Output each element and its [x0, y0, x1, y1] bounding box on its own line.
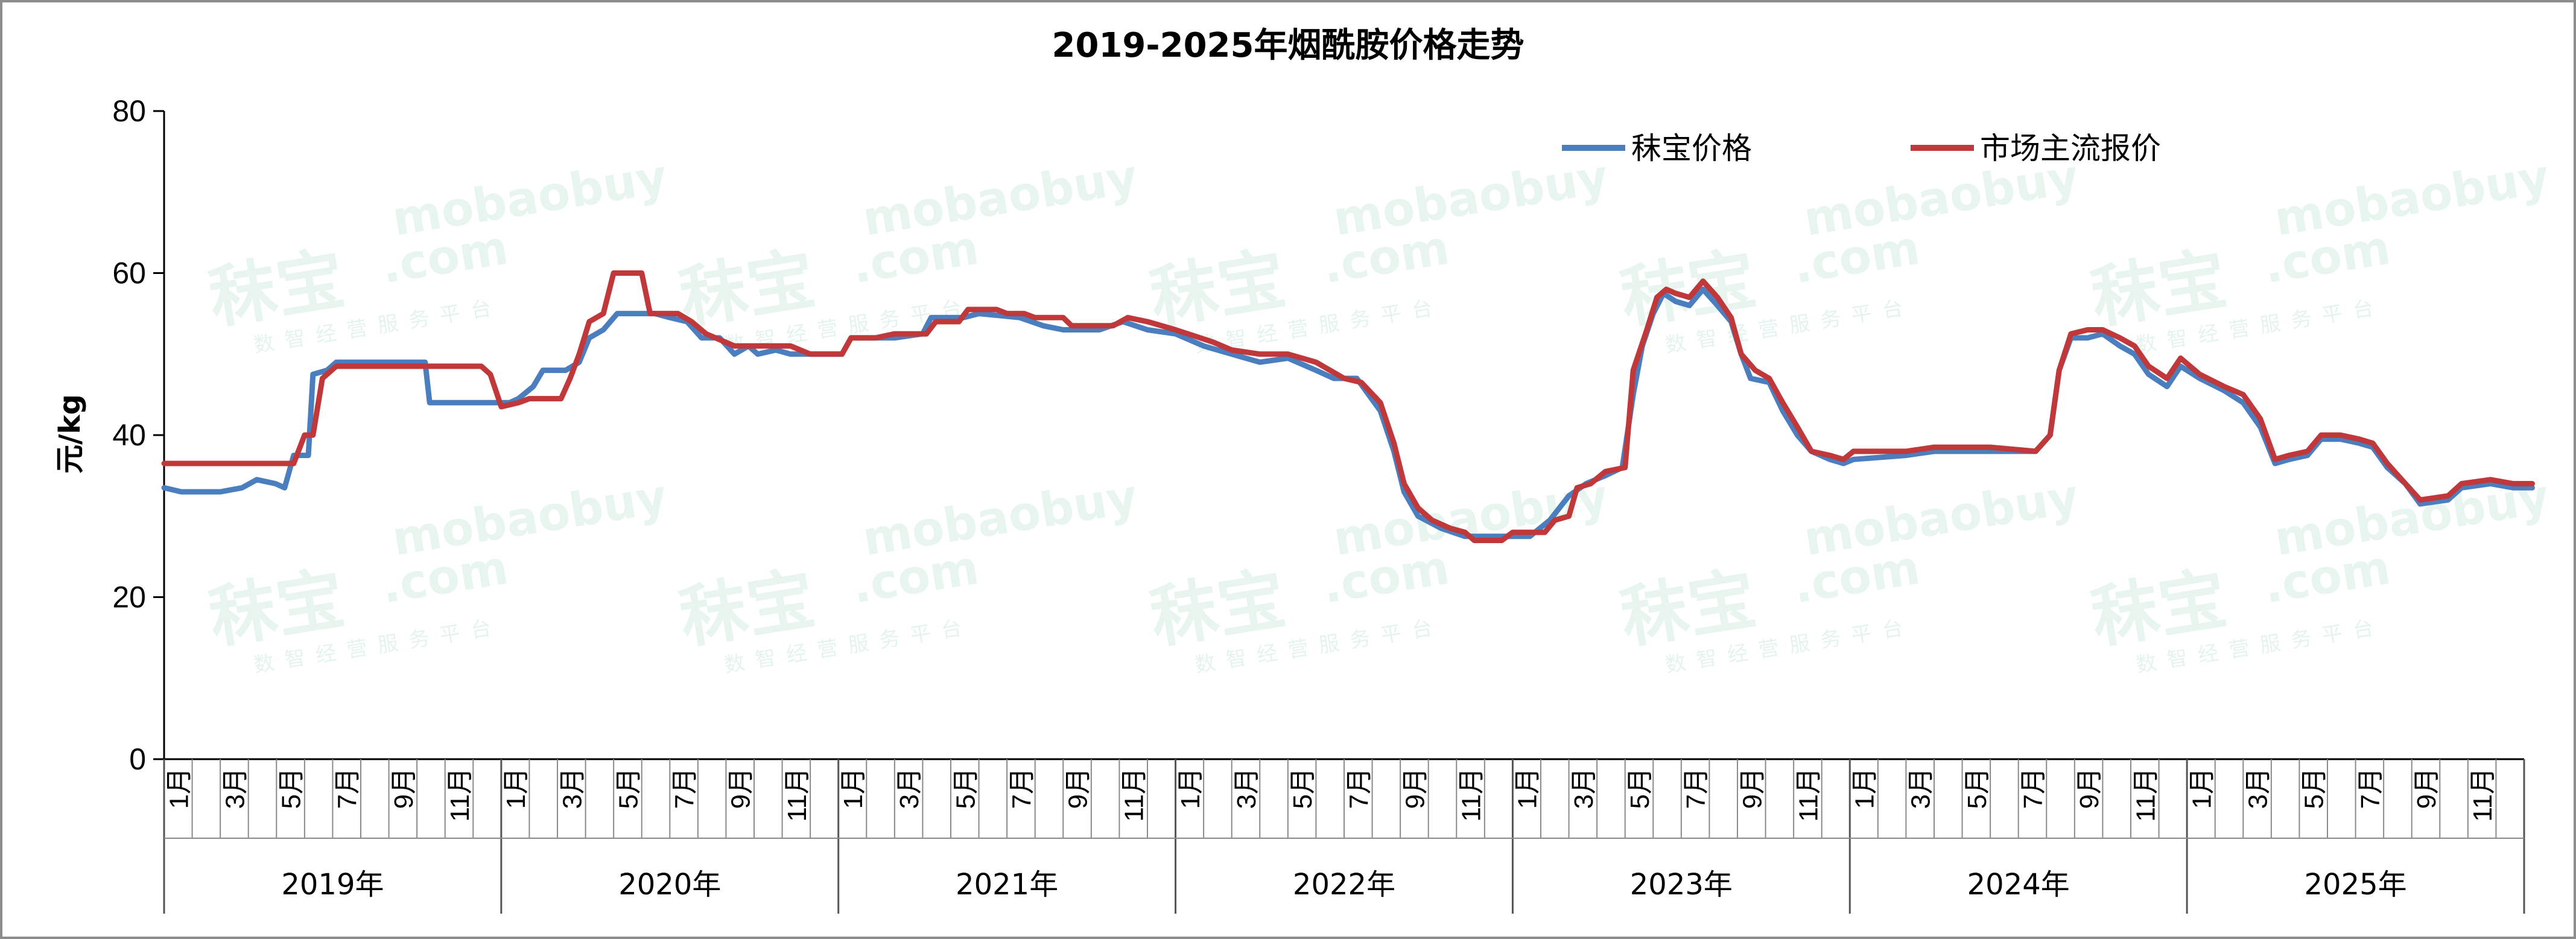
chart-title: 2019-2025年烟酰胺价格走势 — [1052, 26, 1524, 65]
x-month-label: 9月 — [1064, 768, 1093, 809]
series-line-market — [161, 270, 2535, 543]
x-year-label: 2021年 — [956, 868, 1058, 902]
x-month-label: 3月 — [1569, 768, 1599, 809]
x-month-label: 1月 — [839, 768, 868, 809]
x-month-label: 7月 — [1681, 768, 1711, 809]
x-month-label: 3月 — [2244, 768, 2273, 809]
x-year-label: 2019年 — [281, 868, 384, 902]
x-month-label: 11月 — [782, 768, 812, 822]
y-axis-label: 元/kg — [53, 394, 87, 474]
legend-label-market: 市场主流报价 — [1980, 131, 2161, 166]
x-month-label: 3月 — [1232, 768, 1261, 809]
x-month-label: 1月 — [1513, 768, 1543, 809]
x-month-label: 9月 — [1737, 768, 1767, 809]
x-month-label: 1月 — [2187, 768, 2216, 809]
x-month-label: 11月 — [1794, 768, 1823, 822]
x-month-label: 7月 — [2356, 768, 2385, 809]
x-month-label: 5月 — [1962, 768, 1992, 809]
y-tick-label: 60 — [112, 256, 146, 290]
x-month-label: 9月 — [726, 768, 756, 809]
x-month-label: 1月 — [501, 768, 531, 809]
x-month-label: 5月 — [1288, 768, 1318, 809]
x-year-label: 2020年 — [618, 868, 721, 902]
x-month-label: 11月 — [445, 768, 475, 822]
x-month-label: 1月 — [1176, 768, 1205, 809]
x-month-label: 5月 — [614, 768, 643, 809]
y-tick-label: 80 — [112, 94, 146, 128]
x-month-label: 9月 — [389, 768, 419, 809]
x-month-label: 1月 — [1850, 768, 1880, 809]
x-month-label: 3月 — [895, 768, 924, 809]
x-month-label: 7月 — [333, 768, 363, 809]
x-month-label: 9月 — [1400, 768, 1430, 809]
x-month-label: 1月 — [164, 768, 194, 809]
y-tick-label: 40 — [112, 418, 146, 452]
x-month-label: 5月 — [951, 768, 980, 809]
x-month-label: 7月 — [2019, 768, 2048, 809]
x-month-label: 5月 — [1625, 768, 1655, 809]
x-month-label: 3月 — [220, 768, 250, 809]
x-month-label: 7月 — [1007, 768, 1036, 809]
series-layer — [161, 270, 2535, 543]
x-month-label: 11月 — [2131, 768, 2160, 822]
x-month-label: 11月 — [1120, 768, 1149, 822]
x-month-label: 11月 — [1457, 768, 1486, 822]
x-year-label: 2025年 — [2304, 868, 2406, 902]
y-axis: 0 20 40 60 80 — [112, 94, 165, 776]
x-year-label: 2022年 — [1293, 868, 1395, 902]
x-month-label: 9月 — [2412, 768, 2441, 809]
x-month-label: 7月 — [1344, 768, 1374, 809]
x-month-label: 11月 — [2468, 768, 2498, 822]
legend-label-mobao: 秣宝价格 — [1631, 131, 1752, 166]
x-year-label: 2024年 — [1967, 868, 2070, 902]
x-year-label: 2023年 — [1630, 868, 1733, 902]
y-tick-label: 0 — [129, 742, 146, 776]
x-axis: 1月 3月 5月 7月 9月 11月 2019年 1月 3月 5月 7月 9月 11月 2020年 1月 3月… — [163, 758, 2525, 914]
x-month-label: 5月 — [2300, 768, 2329, 809]
x-month-label: 3月 — [1906, 768, 1936, 809]
legend: 秣宝价格 市场主流报价 — [1562, 131, 2161, 166]
x-month-label: 7月 — [670, 768, 700, 809]
x-month-label: 5月 — [277, 768, 306, 809]
y-tick-label: 20 — [112, 581, 146, 614]
x-month-label: 9月 — [2075, 768, 2104, 809]
x-month-label: 3月 — [557, 768, 587, 809]
